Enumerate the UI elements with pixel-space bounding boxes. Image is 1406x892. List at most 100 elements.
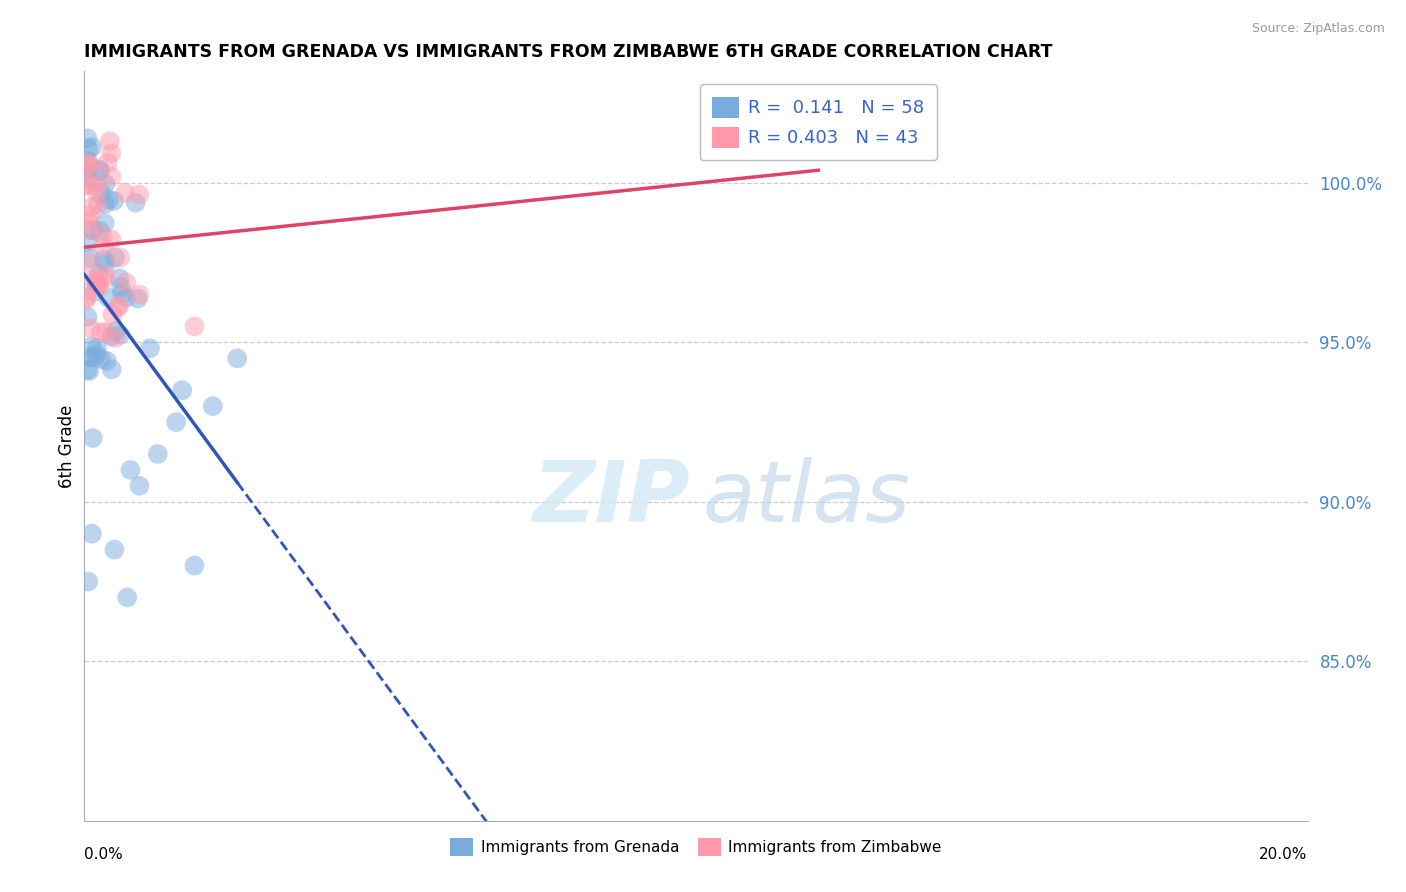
Point [82,273,104,287]
Text: IMMIGRANTS FROM GRENADA VS IMMIGRANTS FROM ZIMBABWE 6TH GRADE CORRELATION CHART: IMMIGRANTS FROM GRENADA VS IMMIGRANTS FR… [84,44,1053,62]
Point [104,331,127,345]
Point [96,354,118,368]
Point [86,280,108,294]
Point [128,187,150,202]
Point [79,178,101,192]
Point [120,463,142,477]
Point [79,256,101,270]
Point [226,351,249,366]
Point [201,399,224,413]
Point [100,233,122,247]
Point [97,155,120,169]
Point [139,341,162,355]
Point [76,131,98,145]
Point [86,178,108,192]
Point [80,160,103,174]
Point [89,164,111,178]
Point [89,224,111,238]
Point [108,298,131,312]
Point [79,222,101,236]
Point [97,291,120,305]
Text: ZIP: ZIP [533,457,690,540]
Point [115,591,138,605]
Point [124,195,146,210]
Point [108,327,131,342]
Point [115,276,138,290]
Text: 20.0%: 20.0% [1260,847,1308,862]
Point [98,134,121,148]
Legend: Immigrants from Grenada, Immigrants from Zimbabwe: Immigrants from Grenada, Immigrants from… [444,832,948,862]
Point [77,142,100,156]
Point [80,140,103,154]
Point [87,198,110,212]
Point [89,279,111,293]
Point [100,169,122,184]
Point [128,479,150,493]
Point [86,341,108,355]
Point [86,185,108,199]
Point [91,228,114,243]
Point [108,251,131,265]
Point [76,163,98,178]
Point [93,216,115,230]
Point [94,268,117,282]
Point [79,321,101,335]
Point [108,271,131,285]
Point [77,351,100,365]
Point [114,186,136,200]
Point [75,293,97,307]
Point [93,252,115,267]
Point [83,351,105,365]
Point [165,415,187,429]
Point [75,156,97,170]
Point [128,287,150,301]
Point [172,383,194,397]
Point [84,273,107,287]
Point [183,319,205,334]
Point [76,235,98,249]
Y-axis label: 6th Grade: 6th Grade [58,404,76,488]
Point [76,171,98,186]
Point [89,267,111,281]
Point [76,362,98,376]
Point [100,362,122,376]
Text: 0.0%: 0.0% [84,847,124,862]
Text: atlas: atlas [702,457,910,540]
Point [94,325,117,339]
Point [111,286,134,301]
Point [82,431,104,445]
Point [93,240,115,254]
Point [90,186,112,200]
Point [80,200,103,214]
Point [146,447,169,461]
Point [86,277,108,291]
Point [90,326,112,340]
Point [101,308,124,322]
Point [75,290,97,304]
Point [83,285,105,299]
Point [104,324,127,338]
Point [94,256,117,270]
Point [82,223,104,237]
Point [89,162,111,177]
Point [76,310,98,324]
Point [127,292,149,306]
Point [90,352,112,367]
Point [94,177,117,191]
Point [100,329,122,343]
Point [77,364,100,378]
Point [76,153,98,168]
Point [80,526,103,541]
Point [94,197,117,211]
Text: Source: ZipAtlas.com: Source: ZipAtlas.com [1251,22,1385,36]
Point [86,347,108,361]
Point [80,339,103,353]
Point [107,301,129,315]
Point [79,208,101,222]
Point [103,542,125,557]
Point [183,558,205,573]
Point [115,291,138,305]
Point [79,251,101,265]
Point [103,194,125,208]
Point [100,146,122,161]
